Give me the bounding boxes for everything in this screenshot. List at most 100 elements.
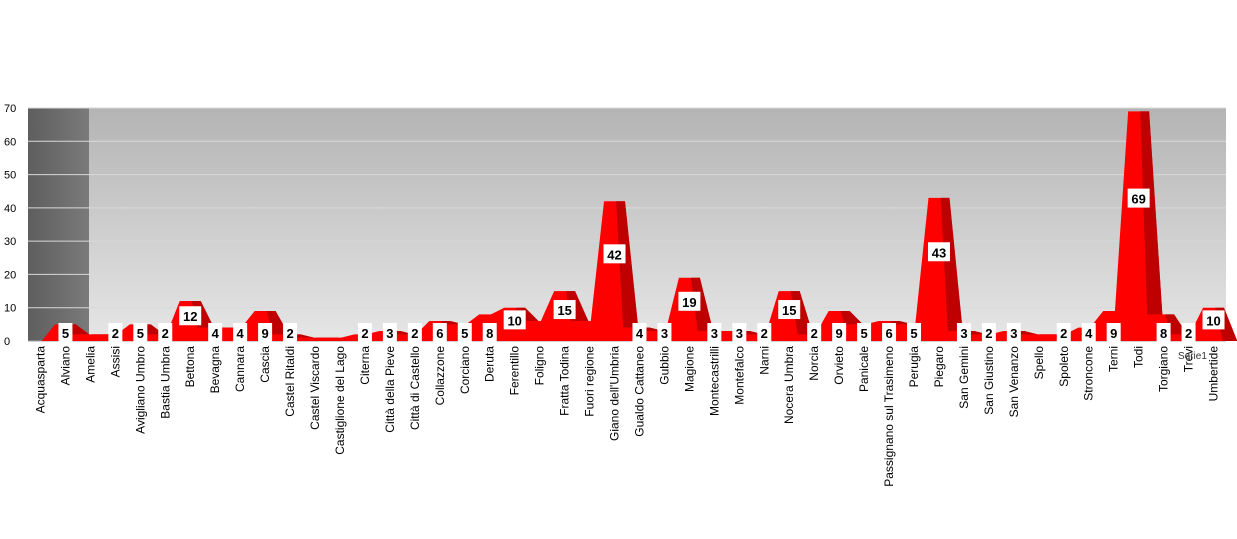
- x-tick-label: Montefalco: [732, 346, 746, 405]
- data-label: 9: [1110, 326, 1117, 341]
- data-label-bg: [357, 323, 372, 342]
- x-tick-label: Fratta Todina: [558, 346, 572, 416]
- data-label-bg: [208, 323, 223, 342]
- data-label: 6: [885, 326, 892, 341]
- data-label: 19: [682, 295, 696, 310]
- x-tick-label: Foligno: [533, 346, 547, 386]
- x-tick-label: Panicale: [857, 346, 871, 392]
- x-tick-label: Bastia Umbra: [158, 346, 172, 419]
- series-name-label: Serie1: [1178, 351, 1207, 362]
- data-label: 10: [1206, 313, 1220, 328]
- data-label: 3: [711, 326, 718, 341]
- data-label: 3: [661, 326, 668, 341]
- data-label: 15: [557, 303, 571, 318]
- data-label: 2: [1185, 326, 1192, 341]
- data-label-bg: [1056, 323, 1071, 342]
- data-label: 2: [162, 326, 169, 341]
- area-segment: [590, 201, 639, 341]
- x-tick-label: Citerna: [358, 346, 372, 385]
- data-label-bg: [732, 323, 747, 342]
- y-tick-label: 20: [4, 269, 16, 281]
- data-label-bg: [503, 310, 526, 330]
- x-tick-label: Castel Ritaldi: [283, 346, 297, 417]
- x-tick-label: Cannara: [233, 346, 247, 392]
- x-tick-label: Giano dell'Umbria: [608, 346, 622, 441]
- x-tick-label: Assisi: [108, 346, 122, 377]
- data-label: 8: [1160, 326, 1167, 341]
- data-label: 5: [910, 326, 917, 341]
- x-tick-label: Gualdo Cattaneo: [632, 346, 646, 437]
- x-tick-label: Orvieto: [832, 346, 846, 385]
- x-tick-label: Gubbio: [657, 346, 671, 385]
- data-label: 2: [286, 326, 293, 341]
- x-tick-label: Perugia: [907, 346, 921, 388]
- data-label-bg: [382, 323, 397, 342]
- data-label-bg: [1202, 310, 1225, 330]
- data-label: 5: [461, 326, 468, 341]
- data-label-bg: [482, 323, 497, 342]
- y-tick-label: 70: [4, 103, 16, 115]
- data-label: 4: [636, 326, 644, 341]
- side-wall: [28, 108, 89, 341]
- x-tick-label: Collazzone: [433, 346, 447, 406]
- data-label-bg: [1006, 323, 1021, 342]
- data-label: 2: [361, 326, 368, 341]
- data-label: 12: [183, 309, 197, 324]
- x-tick-label: Fuori regione: [583, 346, 597, 417]
- x-tick-label: Bevagna: [208, 346, 222, 394]
- data-label-bg: [707, 323, 722, 342]
- y-tick-label: 0: [4, 336, 10, 348]
- data-label-bg: [108, 323, 123, 342]
- data-label-bg: [58, 323, 73, 342]
- x-tick-label: Spello: [1032, 346, 1046, 380]
- x-tick-label: Castiglione del Lago: [333, 346, 347, 455]
- x-tick-label: Trevi: [1182, 346, 1196, 372]
- x-tick-label: Terni: [1107, 346, 1121, 372]
- data-label-bg: [283, 323, 298, 342]
- data-label: 2: [985, 326, 992, 341]
- data-label: 2: [811, 326, 818, 341]
- x-tick-label: Corciano: [458, 346, 472, 394]
- data-label-bg: [857, 323, 872, 342]
- x-tick-label: Magione: [682, 346, 696, 392]
- data-label: 2: [1060, 326, 1067, 341]
- y-tick-label: 10: [4, 303, 16, 315]
- x-tick-label: San Gemini: [957, 346, 971, 409]
- x-tick-label: Montecastrilli: [707, 346, 721, 416]
- data-label-bg: [158, 323, 173, 342]
- data-label-bg: [553, 300, 576, 320]
- x-tick-label: Deruta: [483, 346, 497, 382]
- data-label-bg: [1106, 323, 1121, 342]
- data-label-bg: [927, 242, 950, 262]
- data-label-bg: [678, 291, 701, 311]
- data-label: 6: [436, 326, 443, 341]
- data-label: 4: [1085, 326, 1093, 341]
- data-label-bg: [179, 306, 202, 326]
- x-tick-label: Acquasparta: [33, 346, 47, 414]
- x-axis: Acquasparta Alviano Amelia Assisi Avigliano …: [33, 346, 1220, 487]
- data-label-bg: [233, 323, 248, 342]
- data-label-bg: [457, 323, 472, 342]
- x-tick-label: Umbertide: [1207, 346, 1221, 402]
- area-shade: [940, 197, 963, 341]
- x-tick-label: Alviano: [58, 346, 72, 386]
- data-label-bg: [956, 323, 971, 342]
- x-tick-label: Avigliano Umbro: [133, 346, 147, 434]
- x-tick-label: Spoleto: [1057, 346, 1071, 387]
- data-label: 3: [960, 326, 967, 341]
- data-label: 15: [782, 303, 796, 318]
- area-segment: [915, 197, 963, 341]
- x-tick-label: Nocera Umbra: [782, 346, 796, 424]
- x-tick-label: Amelia: [83, 346, 97, 383]
- data-label: 5: [860, 326, 867, 341]
- data-label-bg: [757, 323, 772, 342]
- y-tick-label: 60: [4, 136, 16, 148]
- x-tick-label: Stroncone: [1082, 346, 1096, 401]
- data-label-bg: [258, 323, 273, 342]
- data-label: 5: [62, 326, 69, 341]
- x-tick-label: Città della Pieve: [383, 346, 397, 433]
- data-label: 2: [411, 326, 418, 341]
- x-tick-label: San Giustino: [982, 346, 996, 415]
- data-label-bg: [657, 323, 672, 342]
